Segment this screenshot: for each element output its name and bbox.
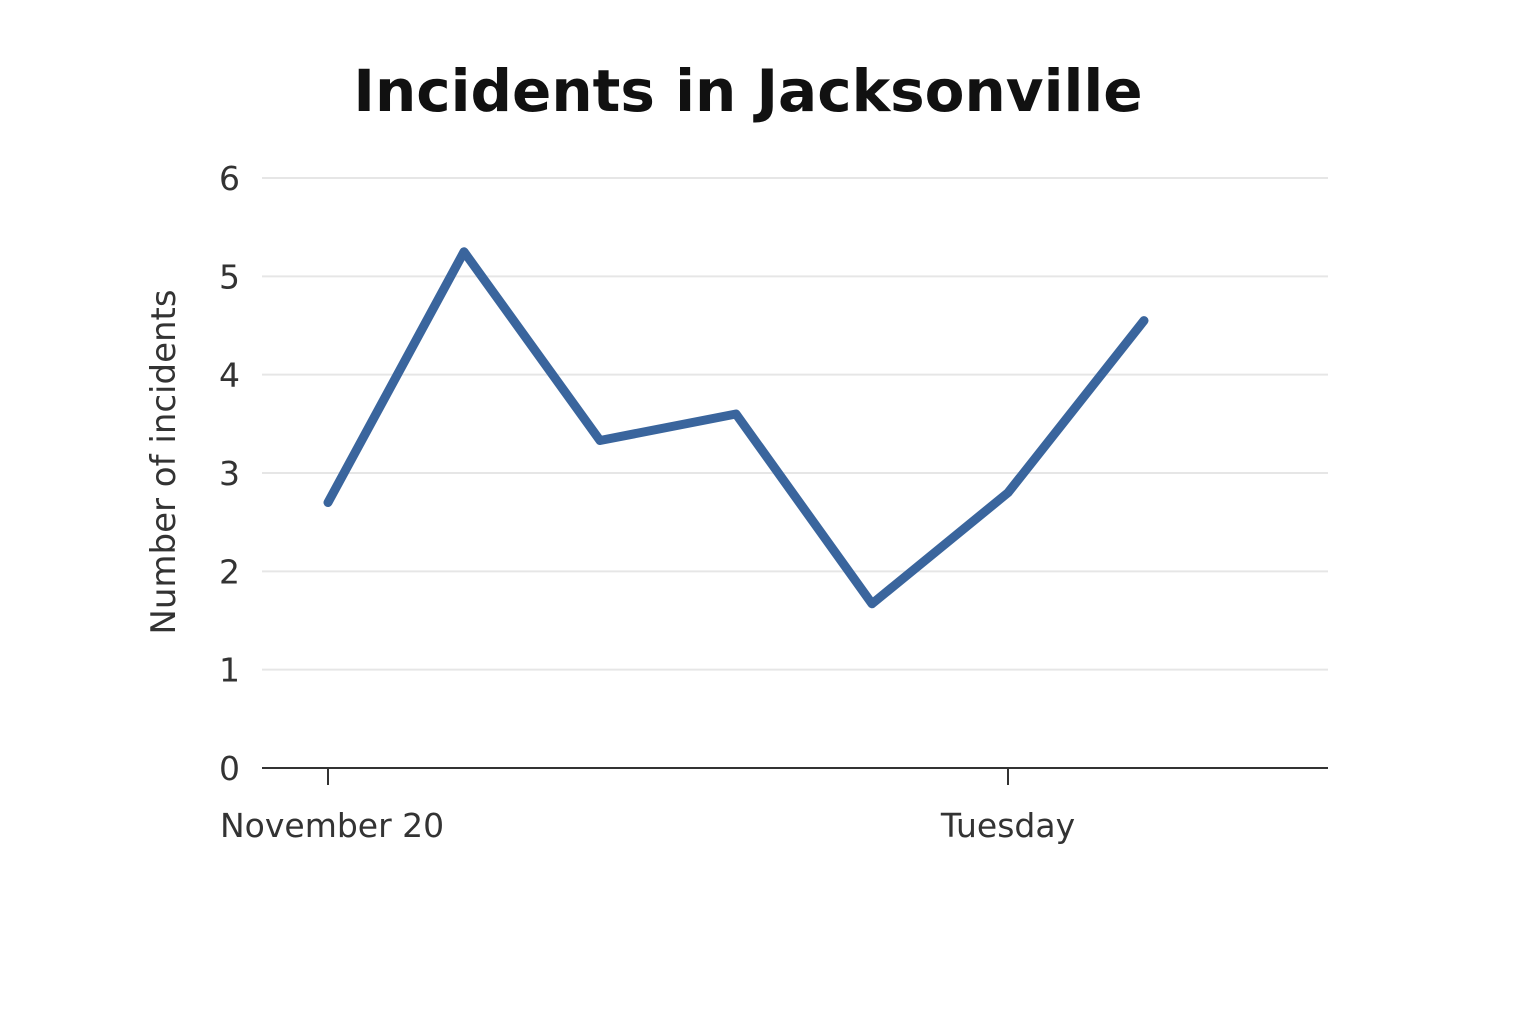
x-tick-label-1: Tuesday <box>940 806 1075 845</box>
series-line-0 <box>323 247 1149 609</box>
y-tick-label-3: 3 <box>219 454 240 493</box>
axes <box>262 767 1328 785</box>
y-tick-label-1: 1 <box>219 651 240 690</box>
x-tick-label-0: November 20 <box>220 806 444 845</box>
series-lines <box>323 247 1149 609</box>
chart-title: Incidents in Jacksonville <box>353 57 1142 125</box>
y-axis-title: Number of incidents <box>144 289 184 634</box>
y-tick-label-6: 6 <box>219 159 240 198</box>
y-tick-label-4: 4 <box>219 356 240 395</box>
gridlines <box>262 177 1328 671</box>
y-tick-label-0: 0 <box>219 749 240 788</box>
y-tick-label-5: 5 <box>219 257 240 296</box>
tick-labels: 0 1 2 3 4 5 6 November 20 Tuesday <box>219 159 1075 845</box>
y-tick-label-2: 2 <box>219 552 240 591</box>
